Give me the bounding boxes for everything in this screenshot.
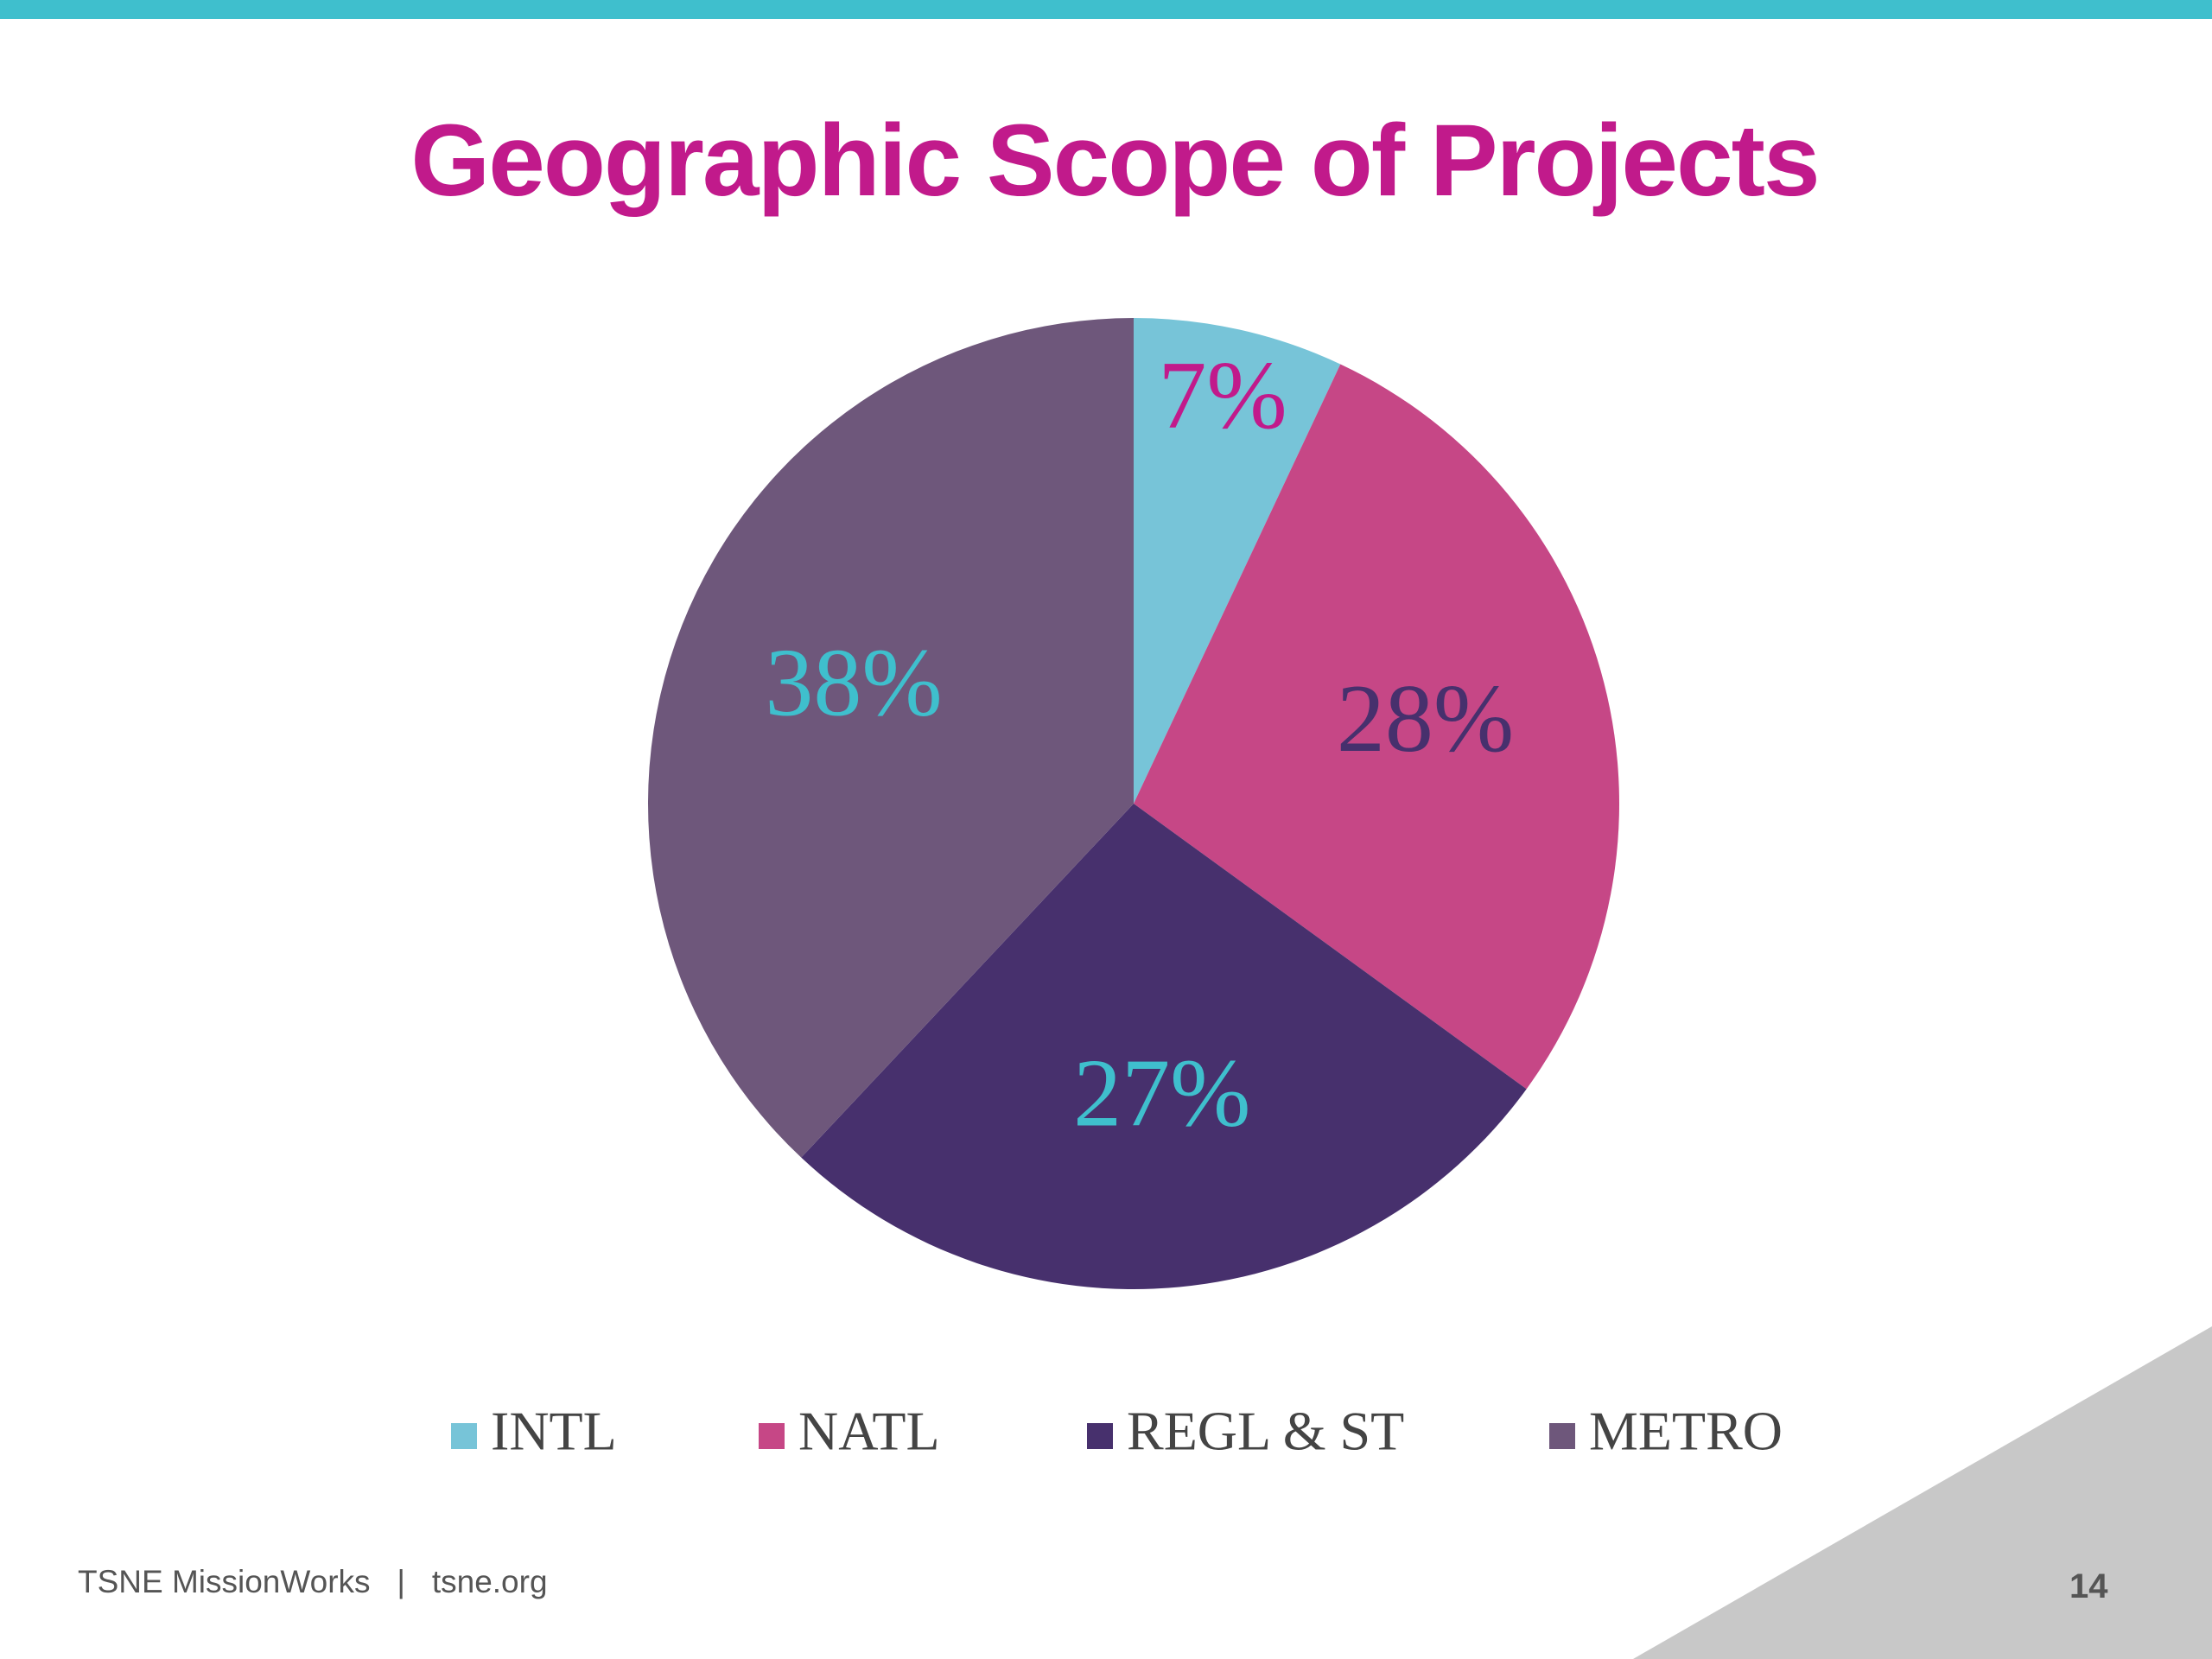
- pie-slice-regl-st: [801, 804, 1527, 1290]
- footer-text: TSNE MissionWorks | tsne.org: [78, 1564, 548, 1600]
- data-label-natl: 28%: [1337, 665, 1514, 772]
- legend-swatch: [1549, 1423, 1575, 1449]
- data-label-metro: 38%: [765, 629, 942, 736]
- legend-swatch: [1087, 1423, 1113, 1449]
- footer-separator: |: [397, 1564, 405, 1599]
- legend-swatch: [759, 1423, 785, 1449]
- legend-item-natl: NATL: [759, 1401, 940, 1462]
- slide-title: Geographic Scope of Projects: [410, 104, 1820, 218]
- legend-label: INTL: [491, 1401, 617, 1462]
- data-label-regl-st: 27%: [1073, 1040, 1250, 1147]
- legend-item-intl: INTL: [451, 1401, 617, 1462]
- top-accent-bar: [0, 0, 2212, 19]
- legend-label: METRO: [1589, 1401, 1783, 1462]
- pie-slice-intl: [1134, 318, 1341, 804]
- legend-item-metro: METRO: [1549, 1401, 1783, 1462]
- legend-label: REGL & ST: [1127, 1401, 1404, 1462]
- pie-slice-metro: [647, 318, 1134, 1158]
- page-number: 14: [2069, 1567, 2108, 1605]
- legend-label: NATL: [798, 1401, 940, 1462]
- legend-item-regl-st: REGL & ST: [1087, 1401, 1404, 1462]
- footer-site-link[interactable]: tsne.org: [431, 1564, 548, 1599]
- footer-org: TSNE MissionWorks: [78, 1564, 371, 1599]
- data-label-intl: 7%: [1158, 342, 1287, 449]
- pie-slice-natl: [1134, 364, 1619, 1090]
- legend-swatch: [451, 1423, 477, 1449]
